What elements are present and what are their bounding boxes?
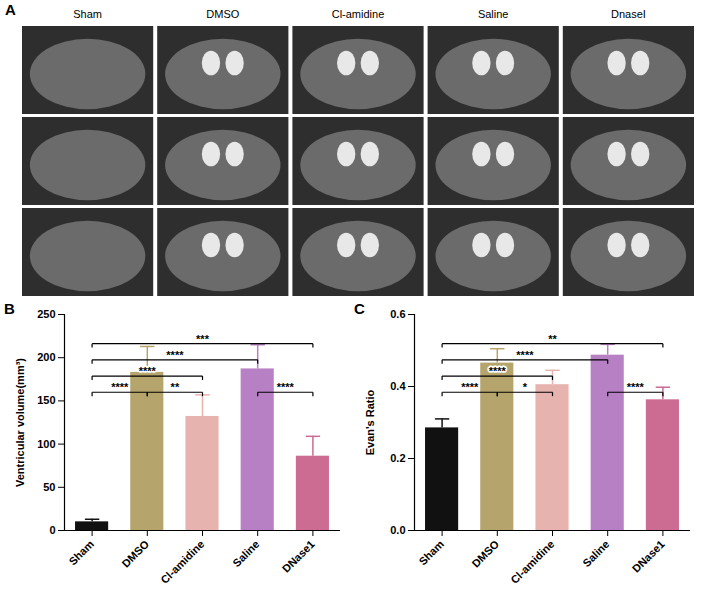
svg-text:Evan's Ratio: Evan's Ratio	[364, 389, 376, 455]
svg-text:Cl-amidine: Cl-amidine	[508, 538, 556, 586]
svg-text:****: ****	[139, 365, 157, 377]
svg-text:*: *	[523, 381, 528, 393]
svg-text:Saline: Saline	[230, 538, 261, 569]
svg-text:Cl-amidine: Cl-amidine	[158, 538, 206, 586]
svg-text:****: ****	[166, 349, 184, 361]
svg-text:0: 0	[49, 524, 55, 536]
svg-text:****: ****	[516, 349, 534, 361]
svg-text:DNase1: DNase1	[630, 538, 667, 575]
svg-text:A: A	[5, 1, 16, 18]
svg-text:0.0: 0.0	[390, 524, 405, 536]
svg-text:Sham: Sham	[73, 8, 102, 20]
svg-text:**: **	[171, 381, 180, 393]
svg-text:DMSO: DMSO	[206, 8, 239, 20]
svg-text:0.6: 0.6	[390, 308, 405, 320]
svg-text:250: 250	[37, 308, 55, 320]
svg-text:DMSO: DMSO	[469, 537, 501, 569]
svg-text:DMSO: DMSO	[119, 537, 151, 569]
svg-text:0.2: 0.2	[390, 452, 405, 464]
svg-text:150: 150	[37, 394, 55, 406]
svg-text:Saline: Saline	[478, 8, 509, 20]
svg-text:Sham: Sham	[416, 538, 446, 568]
svg-text:Sham: Sham	[66, 538, 96, 568]
svg-text:0.4: 0.4	[390, 380, 406, 392]
html-text:C: C	[354, 300, 365, 317]
svg-text:***: ***	[196, 333, 210, 345]
svg-text:****: ****	[277, 381, 295, 393]
svg-text:****: ****	[489, 365, 507, 377]
svg-text:**: **	[548, 333, 557, 345]
svg-text:Saline: Saline	[580, 538, 611, 569]
svg-text:Cl-amidine: Cl-amidine	[332, 8, 385, 20]
html-text:B: B	[4, 300, 15, 317]
svg-text:DnaseI: DnaseI	[611, 8, 646, 20]
svg-text:****: ****	[111, 381, 129, 393]
svg-text:200: 200	[37, 351, 55, 363]
svg-text:100: 100	[37, 438, 55, 450]
svg-text:****: ****	[627, 381, 645, 393]
svg-text:****: ****	[461, 381, 479, 393]
svg-text:50: 50	[43, 481, 55, 493]
svg-text:DNase1: DNase1	[280, 538, 317, 575]
svg-text:Ventricular volume(mm³): Ventricular volume(mm³)	[14, 358, 26, 487]
